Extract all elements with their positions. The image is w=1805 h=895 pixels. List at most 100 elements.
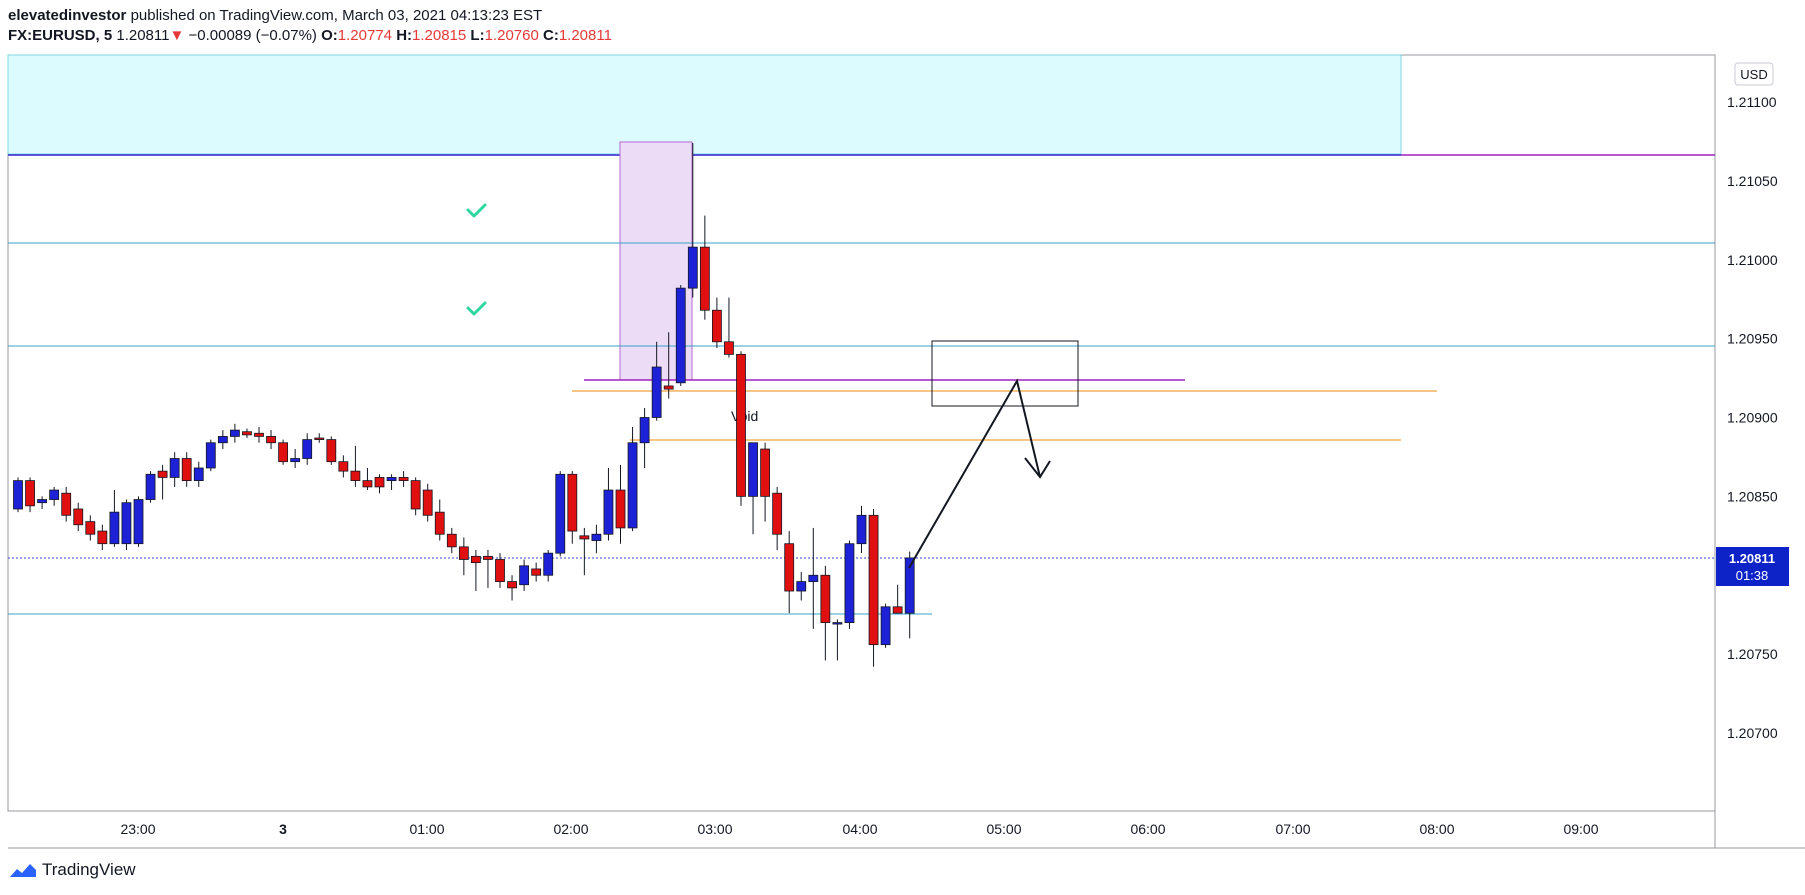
candle-up[interactable]: [13, 480, 23, 510]
chart-pane[interactable]: [7, 54, 1716, 812]
candle-up[interactable]: [808, 574, 819, 582]
candle-up[interactable]: [217, 436, 228, 444]
projection-path[interactable]: [908, 378, 1041, 569]
x-tick-label: 03:00: [697, 821, 732, 837]
candle-down[interactable]: [784, 543, 795, 592]
candle-up[interactable]: [229, 429, 240, 437]
candle-up[interactable]: [591, 533, 602, 541]
candle-up[interactable]: [856, 514, 867, 545]
candle-up[interactable]: [748, 442, 758, 497]
candle-up[interactable]: [109, 511, 120, 545]
currency-badge[interactable]: [1734, 62, 1774, 86]
candle-down[interactable]: [326, 439, 337, 463]
candle-up[interactable]: [543, 552, 554, 576]
candle-up[interactable]: [133, 499, 144, 545]
publisher-name[interactable]: elevatedinvestor: [8, 7, 127, 24]
candle-down[interactable]: [410, 480, 421, 510]
candle-down[interactable]: [278, 442, 289, 463]
candle-down[interactable]: [820, 574, 831, 623]
candle-down[interactable]: [434, 511, 445, 535]
candle-up[interactable]: [290, 458, 301, 463]
candle-down[interactable]: [61, 492, 72, 516]
candle-down[interactable]: [242, 431, 252, 436]
candle-down[interactable]: [398, 477, 409, 482]
candle-down[interactable]: [85, 521, 96, 535]
check-icon-2: [466, 301, 487, 316]
candle-down[interactable]: [579, 535, 590, 540]
candle-up[interactable]: [844, 543, 855, 623]
tradingview-logo-icon: [10, 864, 36, 877]
candle-down[interactable]: [422, 489, 433, 516]
candle-up[interactable]: [145, 473, 156, 500]
candle-down[interactable]: [531, 568, 542, 576]
candle-down[interactable]: [25, 480, 35, 507]
candle-down[interactable]: [73, 508, 84, 526]
footer-brand[interactable]: TradingView: [8, 860, 136, 880]
time-axis[interactable]: 23:00 3 01:00 02:00 03:00 04:00 05:00 06:00 07:0…: [120, 821, 1598, 837]
y-tick-label: 1.21000: [1727, 252, 1778, 268]
candle-up[interactable]: [904, 557, 915, 614]
check-icon-1: [466, 203, 487, 218]
candle-down[interactable]: [567, 473, 578, 532]
candle-down[interactable]: [736, 353, 746, 497]
low-value: 1.20760: [484, 27, 539, 44]
candle-down[interactable]: [458, 546, 469, 560]
candle-down[interactable]: [483, 555, 493, 560]
candle-up[interactable]: [687, 246, 698, 289]
candle-down[interactable]: [615, 489, 626, 529]
candle-down[interactable]: [760, 448, 770, 497]
candle-up[interactable]: [49, 489, 60, 500]
candle-up[interactable]: [193, 467, 204, 482]
candle-down[interactable]: [868, 514, 879, 646]
candle-down[interactable]: [374, 477, 385, 488]
candle-up[interactable]: [302, 439, 313, 459]
high-label: H:: [396, 27, 413, 44]
candle-down[interactable]: [350, 470, 361, 482]
candle-up[interactable]: [121, 502, 132, 545]
candle-down[interactable]: [181, 458, 192, 482]
supply-zone-rect[interactable]: [7, 54, 1402, 155]
x-tick-label: 01:00: [409, 821, 444, 837]
candle-down[interactable]: [254, 432, 264, 437]
target-box[interactable]: [931, 340, 1079, 407]
candle-down[interactable]: [507, 581, 517, 589]
candle-up[interactable]: [796, 581, 807, 592]
candle-down[interactable]: [446, 533, 457, 548]
x-tick-label: 08:00: [1419, 821, 1454, 837]
candle-down[interactable]: [338, 461, 349, 472]
candle-up[interactable]: [205, 442, 216, 469]
candle-down[interactable]: [362, 480, 373, 488]
candle-up[interactable]: [832, 622, 843, 625]
candle-up[interactable]: [651, 366, 662, 418]
candle-up[interactable]: [880, 606, 891, 646]
candle-up[interactable]: [555, 473, 566, 554]
projection-arrow-icon: [1024, 457, 1051, 479]
candle-down[interactable]: [772, 492, 783, 535]
candle-down[interactable]: [892, 606, 903, 614]
candle-up[interactable]: [627, 442, 638, 529]
candle-up[interactable]: [169, 458, 180, 478]
y-tick-label: 1.20900: [1727, 410, 1778, 426]
price-axis[interactable]: 1.21100 1.21050 1.21000 1.20950 1.20900 1.208…: [1727, 94, 1778, 741]
candle-down[interactable]: [314, 437, 325, 440]
candle-down[interactable]: [699, 246, 710, 311]
candle-down[interactable]: [495, 559, 505, 582]
x-tick-label: 04:00: [842, 821, 877, 837]
candle-up[interactable]: [639, 417, 650, 444]
candle-down[interactable]: [712, 309, 722, 343]
candle-up[interactable]: [37, 499, 47, 504]
candle-up[interactable]: [603, 489, 614, 535]
candle-down[interactable]: [724, 341, 734, 355]
close-label: C:: [543, 27, 559, 44]
candle-up[interactable]: [519, 565, 529, 586]
y-tick-label: 1.20850: [1727, 488, 1778, 504]
countdown-label: 01:38: [1736, 568, 1769, 583]
candle-up[interactable]: [675, 287, 686, 384]
candle-down[interactable]: [663, 385, 674, 390]
candle-up[interactable]: [386, 477, 397, 482]
candle-down[interactable]: [97, 530, 108, 545]
candle-down[interactable]: [470, 555, 481, 564]
candle-down[interactable]: [266, 436, 276, 444]
candle-down[interactable]: [157, 470, 168, 478]
